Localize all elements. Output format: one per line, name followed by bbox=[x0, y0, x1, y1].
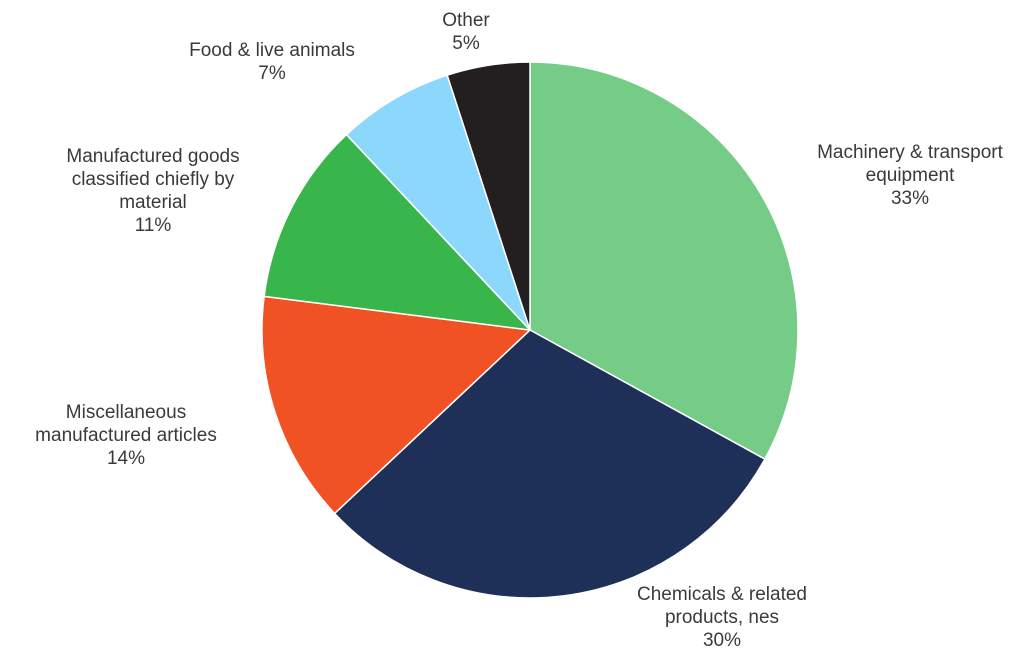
pie-slice bbox=[529, 61, 799, 461]
slice-name-label: material bbox=[119, 192, 187, 213]
slice-name-label: Manufactured goods bbox=[66, 146, 239, 167]
slice-name-label: Miscellaneous bbox=[66, 402, 186, 423]
pie-labels: Machinery & transport equipment 33% Chemica… bbox=[35, 10, 1003, 651]
slice-value-label: 30% bbox=[703, 630, 741, 651]
slice-name-label: classified chiefly by bbox=[72, 169, 235, 190]
pie-slice bbox=[345, 74, 531, 331]
pie-slice bbox=[333, 329, 766, 599]
slice-name-label: manufactured articles bbox=[35, 425, 217, 446]
slice-name-label: Chemicals & related bbox=[637, 584, 807, 605]
slice-label: Miscellaneous manufactured articles 14% bbox=[35, 402, 217, 469]
pie-slice bbox=[261, 295, 532, 515]
slice-value-label: 5% bbox=[452, 33, 480, 54]
slice-label: Machinery & transport equipment 33% bbox=[817, 142, 1004, 209]
slice-value-label: 11% bbox=[135, 215, 172, 236]
slice-name-label: Food & live animals bbox=[189, 40, 355, 61]
slice-label: Other 5% bbox=[442, 10, 490, 54]
slice-name-label: products, nes bbox=[665, 607, 779, 628]
slice-value-label: 7% bbox=[258, 63, 286, 84]
slice-label: Chemicals & related products, nes 30% bbox=[637, 584, 807, 651]
pie-slice bbox=[446, 61, 531, 331]
pie-slice bbox=[263, 133, 532, 332]
slice-value-label: 33% bbox=[891, 188, 929, 209]
pie-slices bbox=[261, 61, 799, 599]
slice-label: Food & live animals 7% bbox=[189, 40, 355, 84]
slice-name-label: Machinery & transport bbox=[817, 142, 1004, 163]
slice-label: Manufactured goods classified chiefly by m… bbox=[66, 146, 239, 236]
slice-name-label: equipment bbox=[866, 165, 955, 186]
slice-name-label: Other bbox=[442, 10, 490, 31]
slice-value-label: 14% bbox=[107, 448, 145, 469]
